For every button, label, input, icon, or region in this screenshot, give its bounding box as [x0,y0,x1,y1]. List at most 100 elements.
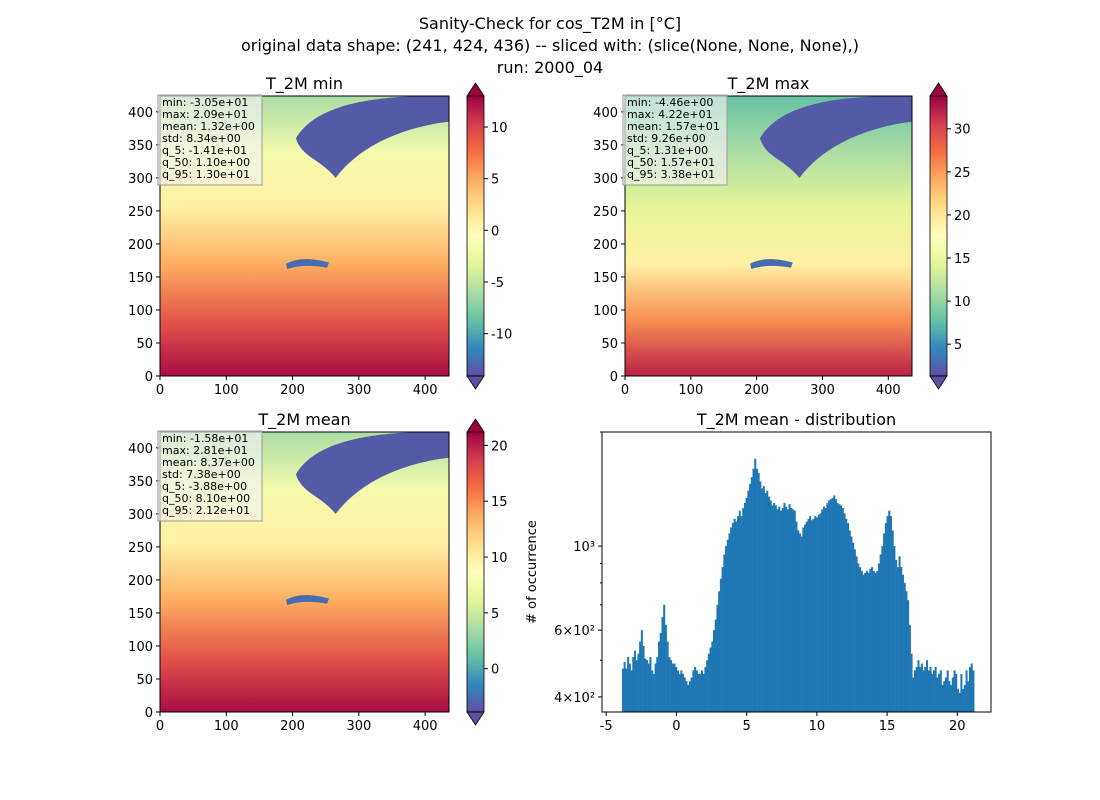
histogram-bar [711,641,714,712]
panel-3-colorbar-tick-label: 10 [491,551,508,566]
histogram-bar [666,641,669,712]
panel-1-xtick-label: 100 [214,383,239,398]
panel-2-cold-region [759,96,912,178]
histogram-bar [694,666,697,712]
panel-3-xtick-label: 0 [156,719,164,734]
panel-1-ytick-label: 50 [136,337,153,352]
histogram-bar [893,546,896,712]
panel-2-xtick-label: 300 [810,383,835,398]
panel-1-colorbar-frame [466,95,485,377]
panel-2-colorbar-frame [929,95,948,377]
panel-1-frame [159,95,450,377]
histogram-bar [709,647,712,712]
histogram-bar [651,670,654,712]
histogram-bar [757,472,760,712]
panel-3-ytick-label: 350 [128,475,153,490]
histogram-bar [721,567,724,712]
panel-1-stat-line: q_5: -1.41e+01 [162,144,247,157]
histogram-bar [934,666,937,712]
panel-1-colorbar-tick-label: -10 [491,328,512,343]
panel-1-stat-line: q_95: 1.30e+01 [162,168,250,181]
histogram-bar [725,546,728,712]
panel-2-stat-line: std: 9.26e+00 [627,132,706,145]
panel-2-ytick-label: 200 [593,238,618,253]
panel-1-xtick-label: 200 [280,383,305,398]
histogram-bar [630,670,633,712]
panel-3-stat-line: q_5: -3.88e+00 [162,480,247,493]
histogram-bar [628,663,631,712]
histogram-bar [778,506,781,712]
histogram-bar [683,677,686,712]
histogram-bar [692,670,695,712]
panel-1-ytick-label: 100 [128,304,153,319]
histogram-bar [762,486,765,712]
histogram-bar [836,502,839,712]
histogram-bar [962,688,965,712]
histogram-bar [840,505,843,712]
histogram-bar [848,530,851,712]
histogram-bar [688,681,691,712]
histogram-bar [938,673,941,712]
histogram-bar [695,670,698,712]
panel-2-ytick-label: 350 [593,139,618,154]
histogram-bar [900,567,903,712]
panel-1-xtick-label: 400 [413,383,438,398]
panel-1-stats-bg [157,94,263,186]
histogram-bar [745,497,748,712]
histogram-bar [795,521,798,712]
histogram-bar [731,523,734,712]
histogram-bar [780,510,783,712]
panel-1-xtick-label: 0 [156,383,164,398]
panel-3-frame [159,431,450,713]
panel-1-colorbar: -10 -5 0 5 10 [466,82,512,390]
panel-1-colorbar-tick-label: 5 [491,173,499,188]
panel-4-frame [601,431,992,713]
histogram-bar [654,663,657,712]
panel-4: -5 0 5 10 15 20 4×10² 6×10² 10³ T_2M mean - distr… [525,410,992,734]
histogram-bar [675,666,678,712]
histogram-bar [790,508,793,712]
panel-2-ytick-label: 100 [593,304,618,319]
histogram-bar [737,516,740,712]
panel-2-stat-line: min: -4.46e+00 [627,96,713,109]
panel-3-xtick-label: 400 [413,719,438,734]
panel-2-xtick-label: 0 [621,383,629,398]
histogram-bar [960,673,963,712]
histogram-bar [814,516,817,712]
histogram-bar [970,663,973,712]
histogram-bar [623,661,626,712]
histogram-bar [946,670,949,712]
histogram-bar [828,500,831,712]
panel-4-ytick-label: 4×10² [554,691,595,706]
panel-4-ytick-label: 6×10² [554,624,595,639]
histogram-bar [659,632,662,712]
histogram-bar [773,502,776,712]
histogram-bar [881,546,884,712]
panel-3-stat-line: q_50: 8.10e+00 [162,492,250,505]
histogram-bar [652,673,655,712]
histogram-bar [922,670,925,712]
histogram-bar [713,630,716,712]
panel-3-colorbar-tick-label: 20 [491,439,508,454]
histogram-bar [939,670,942,712]
histogram-bar [845,518,848,712]
histogram-bar [841,508,844,712]
histogram-bar [656,656,659,712]
panel-4-xtick-label: 5 [743,719,751,734]
panel-2-colorbar-tick-label: 15 [954,252,971,267]
histogram-bar [635,660,638,712]
histogram-bar [685,681,688,712]
histogram-bar [929,666,932,712]
histogram-bar [771,505,774,712]
panel-2-alps [750,259,793,270]
panel-3-ytick-label: 400 [128,442,153,457]
histogram-bar [910,653,913,712]
suptitle-line-3: run: 2000_04 [497,58,603,78]
panel-3-colorbar-extend-max [466,418,485,433]
panel-2-stat-line: q_5: 1.31e+00 [627,144,708,157]
histogram-bar [932,670,935,712]
histogram-bar [639,641,642,712]
panel-2-colorbar-extend-max [929,82,948,97]
histogram-bar [680,670,683,712]
